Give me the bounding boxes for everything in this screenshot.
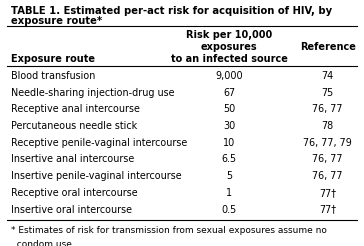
Text: Blood transfusion: Blood transfusion: [11, 71, 95, 81]
Text: 67: 67: [223, 88, 236, 98]
Text: exposures: exposures: [201, 42, 258, 52]
Text: 76, 77: 76, 77: [312, 154, 343, 165]
Text: 76, 77: 76, 77: [312, 171, 343, 181]
Text: Receptive anal intercourse: Receptive anal intercourse: [11, 104, 140, 114]
Text: 30: 30: [223, 121, 236, 131]
Text: to an infected source: to an infected source: [171, 54, 288, 64]
Text: 1: 1: [226, 188, 232, 198]
Text: Receptive penile-vaginal intercourse: Receptive penile-vaginal intercourse: [11, 138, 187, 148]
Text: Needle-sharing injection-drug use: Needle-sharing injection-drug use: [11, 88, 174, 98]
Text: Reference: Reference: [300, 42, 356, 52]
Text: 10: 10: [223, 138, 236, 148]
Text: 5: 5: [226, 171, 232, 181]
Text: 6.5: 6.5: [222, 154, 237, 165]
Text: Insertive oral intercourse: Insertive oral intercourse: [11, 205, 132, 215]
Text: Insertive anal intercourse: Insertive anal intercourse: [11, 154, 134, 165]
Text: 74: 74: [321, 71, 334, 81]
Text: 77†: 77†: [319, 188, 336, 198]
Text: 77†: 77†: [319, 205, 336, 215]
Text: Receptive oral intercourse: Receptive oral intercourse: [11, 188, 138, 198]
Text: Exposure route: Exposure route: [11, 54, 95, 64]
Text: 0.5: 0.5: [222, 205, 237, 215]
Text: Percutaneous needle stick: Percutaneous needle stick: [11, 121, 137, 131]
Text: 50: 50: [223, 104, 236, 114]
Text: TABLE 1. Estimated per-act risk for acquisition of HIV, by: TABLE 1. Estimated per-act risk for acqu…: [11, 6, 332, 16]
Text: * Estimates of risk for transmission from sexual exposures assume no: * Estimates of risk for transmission fro…: [11, 226, 327, 235]
Text: 9,000: 9,000: [215, 71, 243, 81]
Text: exposure route*: exposure route*: [11, 16, 102, 26]
Text: Risk per 10,000: Risk per 10,000: [186, 30, 272, 40]
Text: 76, 77, 79: 76, 77, 79: [303, 138, 352, 148]
Text: 75: 75: [321, 88, 334, 98]
Text: 76, 77: 76, 77: [312, 104, 343, 114]
Text: Insertive penile-vaginal intercourse: Insertive penile-vaginal intercourse: [11, 171, 182, 181]
Text: condom use.: condom use.: [11, 240, 75, 246]
Text: 78: 78: [321, 121, 334, 131]
